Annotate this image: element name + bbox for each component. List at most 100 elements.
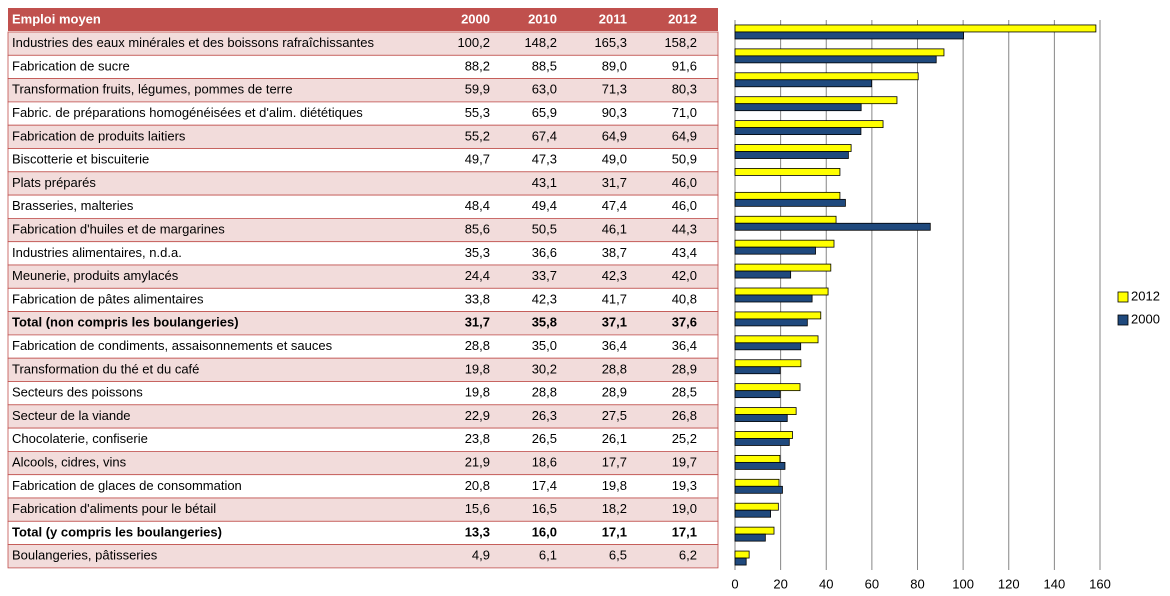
bar (734, 246, 816, 255)
table-cell: 18,6 (532, 454, 557, 469)
table-cell: 6,1 (539, 548, 557, 563)
bar (734, 383, 801, 392)
bar (734, 461, 786, 470)
table-cell: 35,0 (532, 338, 557, 353)
table-cell: 16,0 (532, 524, 557, 539)
table-cell: 90,3 (602, 105, 627, 120)
table-cell: 85,6 (465, 221, 490, 236)
row-label: Fabrication de glaces de consommation (12, 478, 242, 493)
bar (734, 263, 832, 272)
table-cell: 19,3 (672, 478, 697, 493)
table-cell: 36,4 (602, 338, 627, 353)
row-label: Fabrication de sucre (12, 58, 130, 73)
row-label: Secteurs des poissons (12, 385, 143, 400)
table-cell: 46,0 (672, 175, 697, 190)
column-header: 2010 (528, 11, 557, 26)
bar (734, 127, 862, 136)
bar (734, 103, 862, 112)
table-cell: 26,8 (672, 408, 697, 423)
row-label: Fabrication d'aliments pour le bétail (12, 501, 216, 516)
row-label: Industries des eaux minérales et des boi… (12, 35, 375, 50)
table-cell: 165,3 (594, 35, 627, 50)
legend-swatch (1117, 291, 1129, 303)
x-tick-label: 100 (952, 576, 974, 591)
table-cell: 24,4 (465, 268, 490, 283)
table-cell: 28,8 (465, 338, 490, 353)
table-cell: 17,7 (602, 454, 627, 469)
table-cell: 27,5 (602, 408, 627, 423)
bar (734, 198, 846, 207)
table-cell: 21,9 (465, 454, 490, 469)
table-header-bg (8, 8, 718, 31)
x-tick-label: 160 (1089, 576, 1111, 591)
table-cell: 88,5 (532, 58, 557, 73)
bar (734, 509, 771, 518)
table-cell: 71,0 (672, 105, 697, 120)
table-cell: 35,3 (465, 245, 490, 260)
row-label: Alcools, cidres, vins (12, 454, 127, 469)
bar (734, 414, 788, 422)
column-header: 2000 (461, 11, 490, 26)
table-cell: 80,3 (672, 82, 697, 97)
table-cell: 65,9 (532, 105, 557, 120)
row-label: Fabrication de condiments, assaisonnemen… (12, 338, 333, 353)
row-label: Chocolaterie, confiserie (12, 431, 148, 446)
row-label: Meunerie, produits amylacés (12, 268, 179, 283)
x-tick-label: 60 (865, 576, 879, 591)
table-cell: 88,2 (465, 58, 490, 73)
bar (734, 390, 781, 399)
row-label: Plats préparés (12, 175, 96, 190)
table-cell: 41,7 (602, 291, 627, 306)
table-cell: 19,8 (602, 478, 627, 493)
table-cell: 71,3 (602, 82, 627, 97)
row-label: Fabrication de produits laitiers (12, 128, 186, 143)
bar (734, 120, 884, 129)
bar (734, 151, 849, 159)
bar (734, 485, 783, 494)
table-cell: 42,0 (672, 268, 697, 283)
row-label: Brasseries, malteries (12, 198, 134, 213)
table-cell: 26,5 (532, 431, 557, 446)
table-cell: 15,6 (465, 501, 490, 516)
table-cell: 46,1 (602, 221, 627, 236)
bar (734, 270, 792, 279)
bar (734, 318, 808, 327)
table-cell: 17,4 (532, 478, 557, 493)
bar (734, 550, 750, 559)
bar (734, 48, 945, 57)
table-cell: 49,7 (465, 152, 490, 167)
table-cell: 26,1 (602, 431, 627, 446)
bar (734, 24, 1097, 33)
table-cell: 6,2 (679, 548, 697, 563)
bar (734, 72, 919, 81)
table-cell: 36,4 (672, 338, 697, 353)
table-cell: 43,4 (672, 245, 697, 260)
table-cell: 31,7 (465, 315, 490, 330)
table-cell: 148,2 (524, 35, 557, 50)
row-label: Boulangeries, pâtisseries (12, 548, 158, 563)
table-cell: 42,3 (532, 291, 557, 306)
table-cell: 38,7 (602, 245, 627, 260)
x-tick-label: 40 (819, 576, 833, 591)
column-header: 2011 (599, 11, 627, 26)
table-cell: 48,4 (465, 198, 490, 213)
row-label: Industries alimentaires, n.d.a. (12, 245, 182, 260)
bar (734, 79, 873, 88)
table-cell: 40,8 (672, 291, 697, 306)
bar (734, 438, 790, 446)
table-cell: 17,1 (672, 524, 697, 539)
bar (734, 335, 819, 344)
table-cell: 158,2 (664, 35, 697, 50)
table-cell: 46,0 (672, 198, 697, 213)
bar (734, 311, 822, 320)
table-cell: 37,1 (602, 315, 627, 330)
table-cell: 6,5 (609, 548, 627, 563)
table-cell: 17,1 (602, 524, 627, 539)
table-cell: 13,3 (465, 524, 490, 539)
table-cell: 42,3 (602, 268, 627, 283)
bar (734, 454, 781, 463)
legend-label: 2012 (1131, 288, 1160, 303)
table-cell: 4,9 (472, 548, 490, 563)
x-tick-label: 120 (998, 576, 1020, 591)
